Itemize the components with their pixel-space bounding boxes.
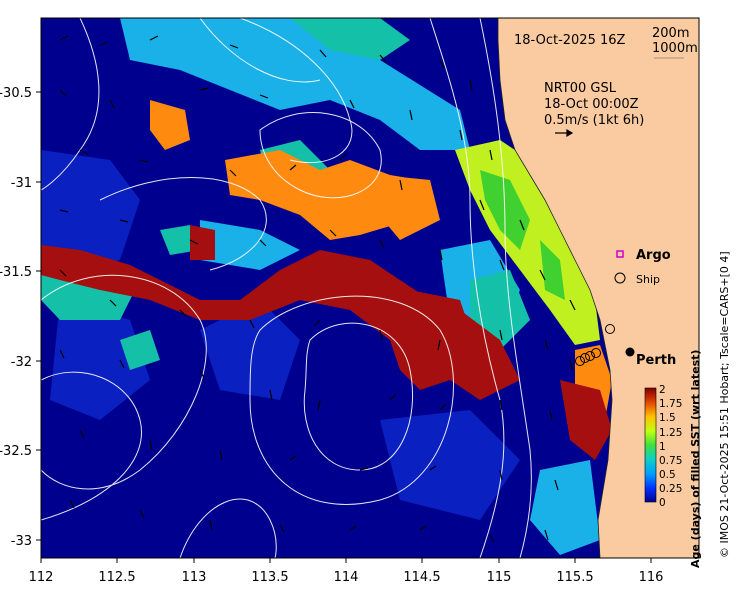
coastline: [497, 18, 613, 558]
current-time-label: 18-Oct 00:00Z: [544, 97, 639, 112]
sst-mid-blue-regions: [41, 150, 520, 520]
y-tick-label: -32: [11, 355, 32, 370]
y-tick-label: -31: [11, 176, 32, 191]
x-tick-label: 113: [182, 570, 207, 585]
date-label: 18-Oct-2025 16Z: [514, 33, 626, 48]
current-vectors: [59, 35, 576, 543]
colorbar-tick: 1.25: [659, 427, 682, 439]
argo-legend-label: Argo: [636, 248, 671, 263]
colorbar-tick: 0.75: [659, 455, 682, 467]
ssh-contours: [41, 18, 532, 558]
colorbar-tick: 1.75: [659, 398, 682, 410]
colorbar-tick: 0.25: [659, 483, 682, 495]
y-tick-label: -30.5: [0, 86, 32, 101]
y-tick-label: -32.5: [0, 444, 32, 459]
colorbar: [644, 387, 657, 503]
depth-label-200m: 200m: [652, 26, 689, 41]
credit-text: © IMOS 21-Oct-2025 15:51 Hobart; Tscale=…: [718, 251, 731, 558]
colorbar-tick: 1: [659, 441, 666, 453]
depth-label-1000m: 1000m: [652, 41, 698, 56]
x-tick-label: 115.5: [556, 570, 593, 585]
y-axis: -30.5 -31 -31.5 -32 -32.5 -33: [0, 86, 41, 549]
x-axis: 112 112.5 113 113.5 114 114.5 115 115.5 …: [29, 558, 664, 585]
x-tick-label: 113.5: [251, 570, 288, 585]
colorbar-ticks: 0 0.25 0.5 0.75 1 1.25 1.5 1.75 2: [659, 384, 682, 509]
colorbar-tick: 0.5: [659, 469, 676, 481]
current-source-label: NRT00 GSL: [544, 81, 617, 96]
vector-scale-label: 0.5m/s (1kt 6h): [544, 113, 644, 128]
x-tick-label: 112: [29, 570, 54, 585]
x-tick-label: 114.5: [403, 570, 440, 585]
argo-marker-icon: [616, 250, 624, 258]
plot-border: [40, 17, 700, 559]
colorbar-title: Age (days) of filled SST (wrt latest): [689, 350, 702, 568]
y-tick-label: -33: [11, 534, 32, 549]
x-tick-label: 116: [639, 570, 664, 585]
y-tick-label: -31.5: [0, 265, 32, 280]
colorbar-tick: 2: [659, 384, 666, 396]
plot-area: [41, 18, 699, 558]
x-tick-label: 114: [334, 570, 359, 585]
perth-label: Perth: [636, 353, 676, 368]
x-tick-label: 112.5: [98, 570, 135, 585]
colorbar-tick: 0: [659, 497, 666, 509]
colorbar-tick: 1.5: [659, 412, 676, 424]
sst-red-regions: [41, 225, 612, 460]
ship-marker-icon: [614, 272, 626, 284]
ship-legend-label: Ship: [636, 273, 660, 286]
vector-scale-arrow: [555, 128, 574, 138]
perth-marker-icon: [625, 347, 635, 357]
x-tick-label: 115: [487, 570, 512, 585]
ship-track: [575, 324, 615, 366]
